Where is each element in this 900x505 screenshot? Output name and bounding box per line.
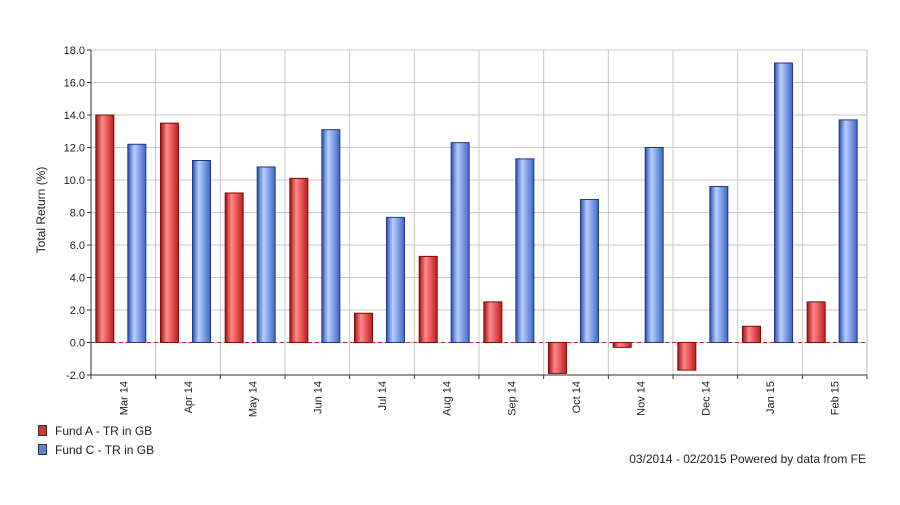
x-tick-label: Jun 14 (312, 381, 324, 414)
bar-fund-a (677, 342, 697, 371)
x-tick-label: May 14 (248, 381, 260, 417)
x-tick-label: Aug 14 (442, 381, 454, 416)
bars (95, 62, 858, 374)
bar-fund-a (612, 342, 632, 348)
bar-fund-c (386, 216, 405, 343)
bar-fund-c (774, 62, 793, 343)
bar-fund-a (548, 342, 567, 374)
axes: -2.0 0.0 2.0 4.0 6.0 8.0 10.0 12.0 14.0 16.0 18.0 M… (64, 45, 868, 417)
y-tick-label: 10.0 (64, 175, 85, 187)
legend-label-fund-a: Fund A - TR in GB (55, 423, 153, 438)
bar-fund-c (450, 142, 470, 343)
bar-fund-a (483, 301, 503, 343)
bar-fund-c (580, 199, 599, 343)
y-tick-label: 16.0 (64, 78, 85, 90)
bar-fund-a (354, 312, 373, 343)
bar-fund-c (192, 160, 211, 343)
legend-item-fund-a: Fund A - TR in GB (38, 421, 154, 440)
y-tick-label: 14.0 (64, 110, 85, 122)
x-tick-label: Jul 14 (377, 381, 389, 410)
bar-fund-a (160, 122, 179, 343)
y-tick-label: 4.0 (70, 273, 85, 285)
legend-item-fund-c: Fund C - TR in GB (38, 440, 154, 459)
legend-label-fund-c: Fund C - TR in GB (55, 442, 155, 457)
y-tick-label: 6.0 (70, 240, 85, 252)
y-tick-label: 0.0 (70, 338, 85, 350)
bar-fund-c (644, 147, 664, 343)
bar-fund-c (709, 186, 729, 343)
x-tick-label: Apr 14 (183, 381, 195, 413)
y-tick-label: 8.0 (70, 208, 85, 220)
y-tick-label: -2.0 (66, 370, 85, 382)
bar-fund-c (256, 166, 276, 343)
x-tick-label: Feb 15 (830, 381, 842, 415)
x-tick-label: Jan 15 (765, 381, 777, 414)
y-tick-label: 18.0 (64, 45, 85, 57)
bar-fund-a (95, 114, 115, 343)
x-tick-label: Oct 14 (571, 381, 583, 413)
bar-fund-a (224, 192, 244, 343)
y-tick-label: 12.0 (64, 143, 85, 155)
bar-fund-a (289, 177, 309, 343)
bar-fund-c (321, 129, 341, 343)
bar-fund-a (742, 325, 761, 343)
bar-fund-c (838, 119, 858, 343)
legend: Fund A - TR in GB Fund C - TR in GB (38, 421, 154, 459)
x-tick-label: Nov 14 (636, 381, 648, 416)
footer-note: 03/2014 - 02/2015 Powered by data from F… (629, 452, 866, 466)
bar-fund-a (806, 301, 826, 343)
x-tick-label: Dec 14 (700, 381, 712, 416)
y-axis-title: Total Return (%) (34, 167, 48, 254)
legend-swatch-fund-a (38, 425, 47, 436)
x-tick-label: Mar 14 (118, 381, 130, 415)
x-tick-label: Sep 14 (506, 381, 518, 416)
bar-fund-c (515, 158, 535, 343)
bar-fund-c (127, 143, 147, 343)
legend-swatch-fund-c (38, 444, 47, 455)
y-tick-label: 2.0 (70, 305, 85, 317)
bar-fund-a (418, 255, 438, 343)
grid (90, 49, 868, 376)
